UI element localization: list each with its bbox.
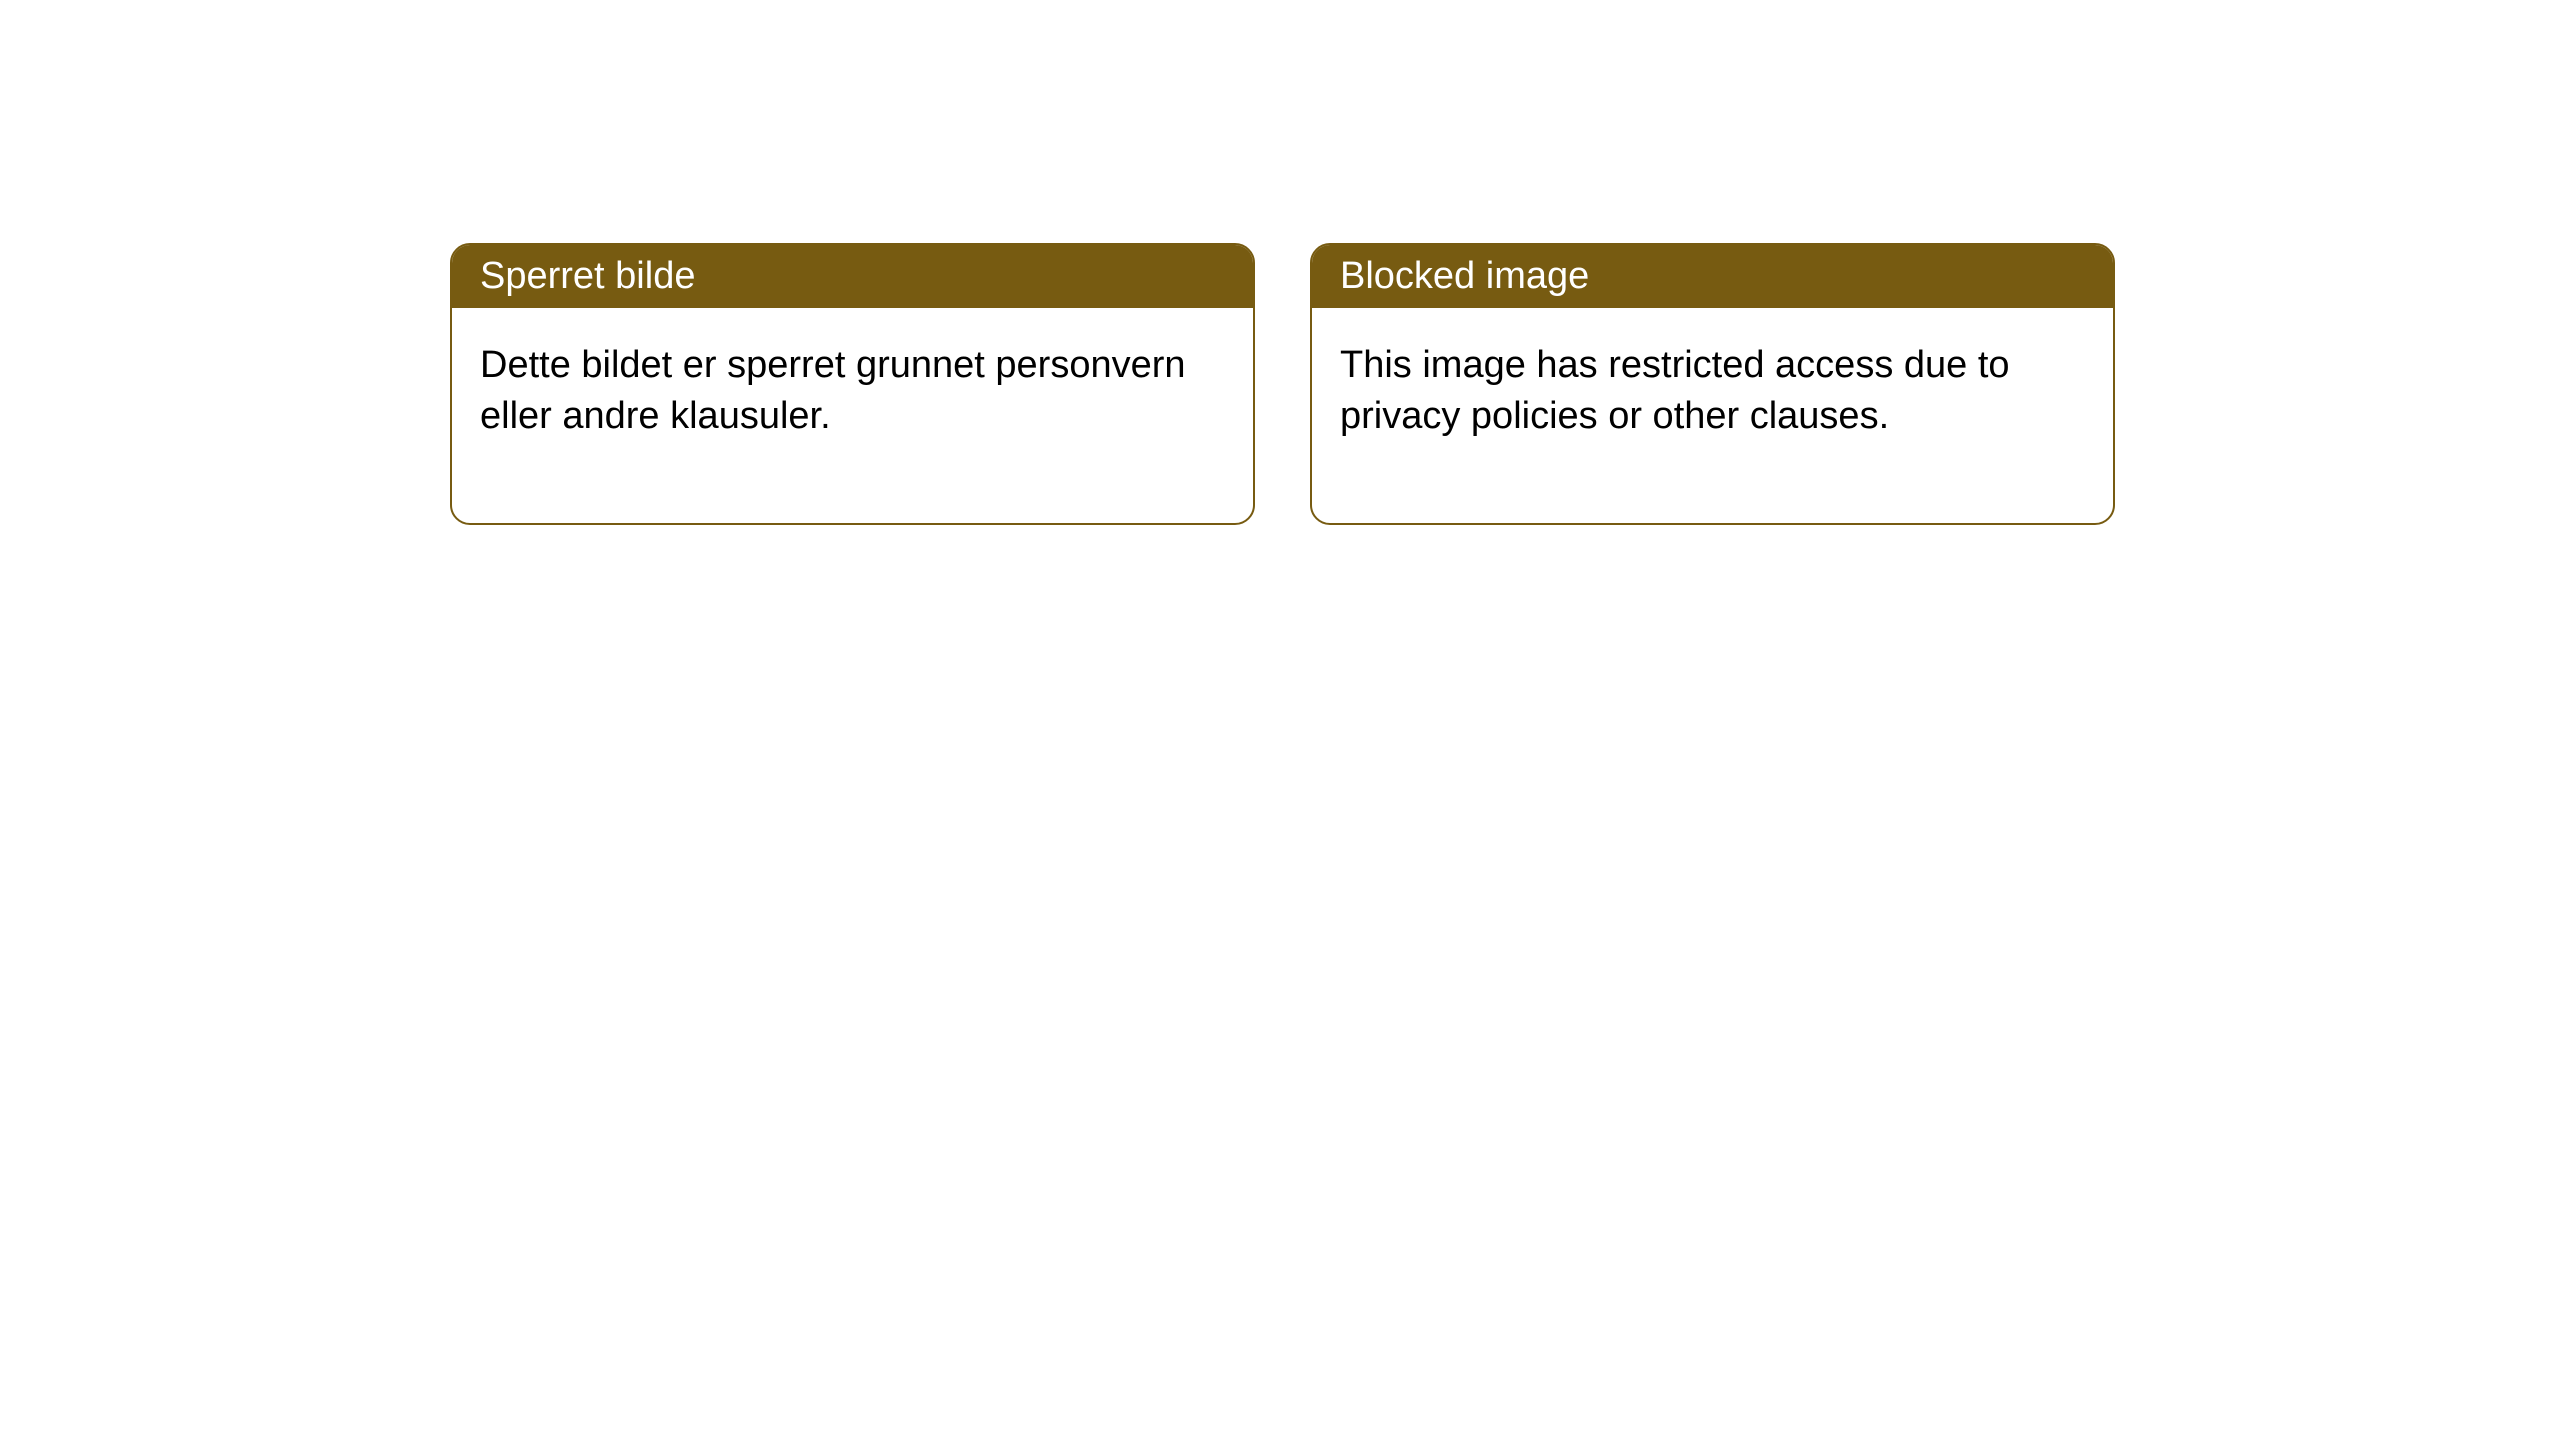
notice-body: Dette bildet er sperret grunnet personve… bbox=[452, 308, 1253, 523]
notice-container: Sperret bilde Dette bildet er sperret gr… bbox=[0, 0, 2560, 525]
notice-card-norwegian: Sperret bilde Dette bildet er sperret gr… bbox=[450, 243, 1255, 525]
notice-title: Blocked image bbox=[1340, 255, 1589, 297]
notice-header: Blocked image bbox=[1312, 245, 2113, 308]
notice-card-english: Blocked image This image has restricted … bbox=[1310, 243, 2115, 525]
notice-header: Sperret bilde bbox=[452, 245, 1253, 308]
notice-body: This image has restricted access due to … bbox=[1312, 308, 2113, 523]
notice-text: Dette bildet er sperret grunnet personve… bbox=[480, 344, 1186, 437]
notice-title: Sperret bilde bbox=[480, 255, 695, 297]
notice-text: This image has restricted access due to … bbox=[1340, 344, 2010, 437]
